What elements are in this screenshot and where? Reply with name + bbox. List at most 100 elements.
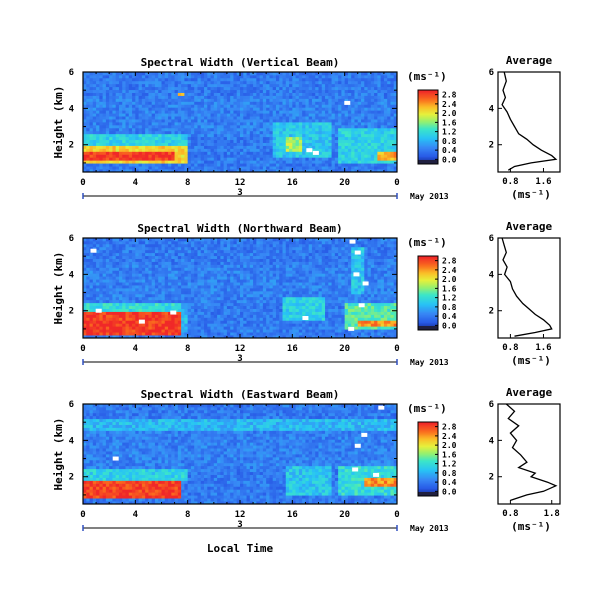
heatmap-cell: [161, 320, 166, 324]
heatmap-cell: [207, 130, 211, 135]
heatmap-cell: [128, 80, 133, 85]
heatmap-cell: [262, 72, 267, 76]
heatmap-cell: [282, 169, 287, 173]
heatmap-cell: [370, 77, 375, 82]
average-profile-line: [501, 71, 558, 171]
heatmap-cell: [145, 98, 149, 102]
heatmap-cell: [289, 83, 293, 88]
heatmap-cell: [105, 290, 110, 295]
heatmap-cell: [315, 116, 319, 120]
heatmap-cell: [99, 151, 104, 155]
heatmap-cell: [295, 110, 300, 114]
heatmap-cell: [275, 151, 280, 155]
heatmap-cell: [105, 276, 110, 280]
heatmap-cell: [92, 299, 97, 304]
heatmap-cell: [83, 92, 87, 96]
heatmap-cell: [168, 145, 172, 149]
heatmap-cell: [174, 119, 179, 123]
colorbar-step: [418, 92, 438, 95]
heatmap-cell: [151, 86, 156, 91]
heatmap-cell: [161, 80, 166, 85]
heatmap-cell: [161, 329, 166, 333]
heatmap-cell: [262, 157, 267, 161]
heatmap-cell: [220, 288, 225, 292]
colorbar: 0.00.40.81.21.62.02.42.8: [417, 89, 457, 165]
colorbar-step: [418, 151, 438, 154]
heatmap-cell: [177, 264, 182, 268]
heatmap-cell: [302, 124, 306, 129]
heatmap-cell: [220, 279, 225, 283]
heatmap-cell: [151, 243, 156, 248]
heatmap-cell: [161, 110, 166, 114]
heatmap-cell: [171, 169, 175, 173]
heatmap-cell: [89, 116, 94, 120]
heatmap-cell: [128, 264, 133, 268]
heatmap-cell: [122, 296, 126, 301]
heatmap-cell: [282, 107, 287, 111]
heatmap-cell: [141, 282, 146, 286]
heatmap-cell: [213, 142, 218, 146]
heatmap-cell: [331, 116, 336, 120]
heatmap-cell: [92, 107, 97, 111]
heatmap-cell: [171, 314, 175, 318]
heatmap-cell: [171, 326, 175, 330]
heatmap-cell: [269, 133, 274, 138]
heatmap-cell: [226, 329, 231, 333]
heatmap-cell: [318, 154, 323, 158]
heatmap-cell: [197, 122, 202, 126]
heatmap-cell: [321, 130, 326, 135]
heatmap-cell: [236, 119, 241, 123]
heatmap-cell: [158, 335, 162, 339]
heatmap-cell: [311, 80, 316, 85]
heatmap-cell: [347, 95, 352, 99]
heatmap-cell: [210, 92, 215, 96]
heatmap-cell: [377, 89, 382, 93]
heatmap-cell: [135, 154, 139, 158]
heatmap-cell: [354, 92, 359, 96]
heatmap-cell: [125, 89, 130, 93]
heatmap-cell: [174, 311, 179, 315]
colorbar-step: [418, 150, 438, 153]
heatmap-cell: [292, 139, 296, 143]
heatmap-cell: [141, 270, 146, 274]
heatmap-cell: [197, 163, 202, 167]
heatmap-cell: [174, 127, 179, 132]
heatmap-cell: [158, 166, 162, 170]
heatmap-cell: [259, 145, 264, 149]
heatmap-cell: [158, 293, 162, 298]
heatmap-cell: [99, 311, 104, 315]
heatmap-cell: [92, 98, 97, 102]
heatmap-cell: [226, 285, 231, 289]
heatmap-cell: [135, 130, 139, 135]
heatmap-cell: [207, 261, 211, 265]
heatmap-cell: [223, 243, 228, 248]
heatmap-cell: [174, 104, 179, 108]
heatmap-cell: [161, 252, 166, 257]
heatmap-cell: [181, 249, 185, 254]
heatmap-cell: [161, 83, 166, 88]
heatmap-cell: [161, 282, 166, 286]
heatmap-cell: [102, 267, 107, 271]
heatmap-cell: [341, 89, 346, 93]
heatmap-cell: [374, 130, 378, 135]
colorbar-step: [418, 130, 438, 133]
heatmap-cell: [207, 273, 211, 277]
heatmap-cell: [125, 264, 130, 268]
heatmap-cell: [125, 308, 130, 312]
heatmap-cell: [158, 308, 162, 312]
colorbar-tick-label: 1.6: [442, 118, 457, 127]
heatmap-cell: [197, 130, 202, 135]
heatmap-cell: [200, 113, 205, 117]
heatmap-cell: [289, 98, 293, 102]
heatmap-cell: [190, 279, 195, 283]
heatmap-cell: [135, 252, 139, 257]
heatmap-cell: [118, 240, 123, 245]
heatmap-cell: [154, 80, 159, 85]
heatmap-cell: [105, 104, 110, 108]
heatmap-cell: [364, 104, 368, 108]
heatmap-cell: [132, 145, 136, 149]
heatmap-cell: [109, 311, 113, 315]
heatmap-cell: [168, 308, 172, 312]
heatmap-cell: [177, 273, 182, 277]
heatmap-cell: [96, 95, 100, 99]
